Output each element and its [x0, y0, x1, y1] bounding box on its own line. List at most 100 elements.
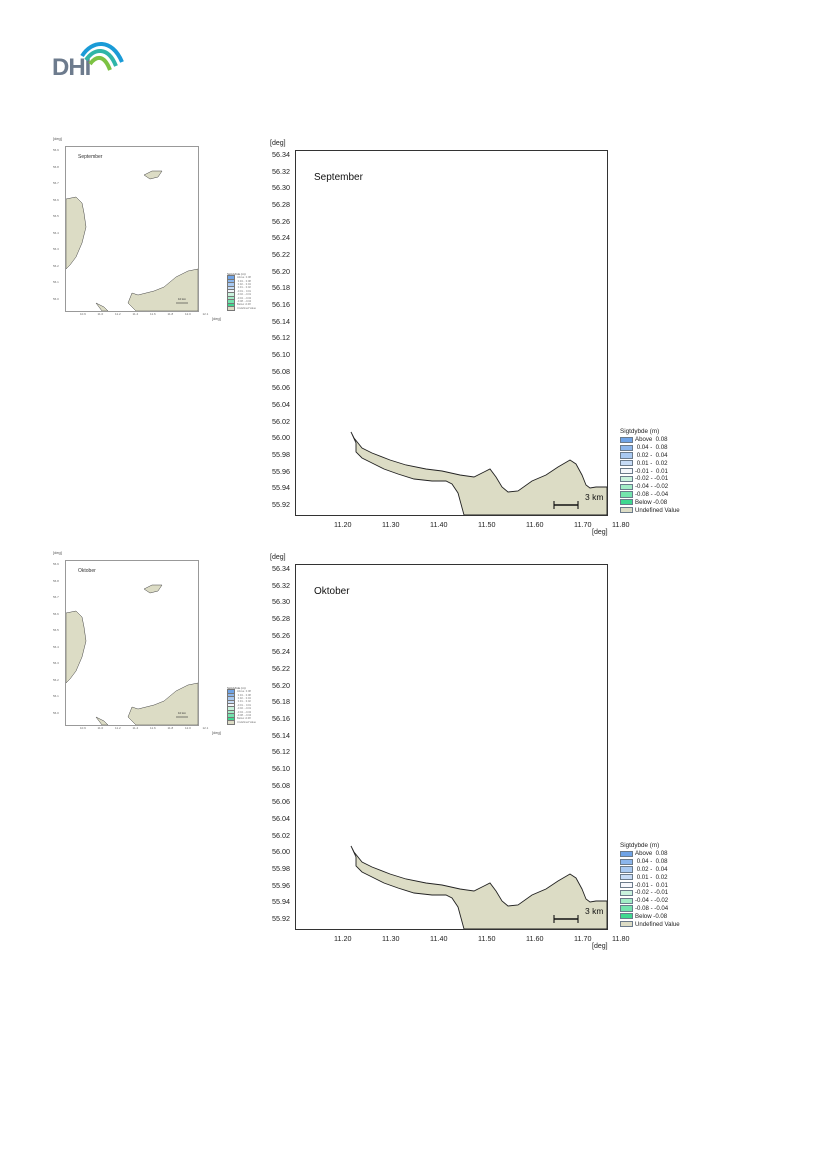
legend-label: -0.08 - -0.04: [635, 490, 669, 498]
y-tick-label: 56.28: [272, 200, 290, 209]
y-tick-label: 56.00: [272, 433, 290, 443]
scale-bar-label: 3 km: [585, 492, 604, 502]
thumb-y-tick: 56.0: [53, 710, 59, 715]
legend-swatch: [620, 850, 633, 857]
legend-swatch: [620, 913, 633, 920]
y-tick-label: 56.18: [272, 697, 290, 707]
thumb-y-unit: [deg]: [53, 550, 62, 555]
thumb-legend-label: -0.04 - -0.02: [237, 710, 252, 714]
x-tick-label: 11.70: [574, 934, 592, 943]
legend-item: 0.02 - 0.04: [620, 452, 710, 460]
y-tick-label: 55.92: [272, 500, 290, 509]
scale-bar-label: 3 km: [585, 906, 604, 916]
legend-swatch: [620, 499, 633, 506]
y-tick-label: 56.10: [272, 350, 290, 359]
y-tick-label: 56.20: [272, 680, 290, 690]
y-tick-label: 56.10: [272, 764, 290, 773]
thumb-coastline: [65, 584, 199, 726]
y-tick-label: 56.26: [272, 216, 290, 226]
thumb-y-tick: 56.6: [53, 197, 59, 202]
thumb-y-tick: 56.9: [53, 562, 59, 566]
legend-swatch: [620, 866, 633, 873]
map-panel-september: [deg] September 3 km 56.34 56.32 56.30 56.2…: [270, 140, 730, 540]
y-tick-label: 56.34: [272, 150, 290, 159]
thumb-x-tick: 11.6: [150, 726, 156, 730]
y-tick-label: 56.06: [272, 797, 290, 807]
legend-item: -0.04 - -0.02: [620, 897, 710, 905]
legend-swatch: [620, 905, 633, 912]
thumb-y-tick: 56.1: [53, 280, 59, 284]
thumb-legend: Sigtdybde (m) Above 0.08 0.04 - 0.08 0.02…: [227, 686, 267, 725]
legend-swatch: [620, 452, 633, 459]
y-tick-label: 56.04: [272, 400, 290, 409]
legend-swatch: [620, 920, 633, 928]
thumb-y-tick: 56.9: [53, 148, 59, 152]
legend-item: -0.02 - -0.01: [620, 475, 710, 483]
y-tick-label: 56.08: [272, 366, 290, 376]
thumb-x-tick: 12.0: [185, 312, 191, 316]
y-tick-label: 56.08: [272, 780, 290, 790]
thumbnail-map-oktober: [deg] Oktober 10 km 56.9 56.8 56.7 56.6 56.5…: [52, 550, 256, 755]
y-tick-label: 56.34: [272, 564, 290, 573]
thumb-legend-label: 0.01 - 0.02: [237, 700, 251, 704]
legend-label: Below -0.08: [635, 498, 668, 506]
legend-label: -0.02 - -0.01: [635, 889, 669, 897]
legend-item: Undefined Value: [620, 506, 710, 514]
legend-label: 0.02 - 0.04: [635, 865, 668, 873]
thumb-y-tick: 56.2: [53, 263, 59, 268]
legend-swatch: [620, 858, 633, 865]
thumb-y-tick: 56.5: [53, 628, 59, 632]
x-tick-label: 11.30: [382, 934, 400, 943]
thumb-coastline: [65, 170, 199, 312]
legend-label: 0.04 - 0.08: [635, 858, 668, 866]
thumb-legend-label: -0.01 - 0.01: [237, 289, 251, 293]
thumb-x-tick: 10.9: [80, 726, 86, 730]
y-tick-label: 56.14: [272, 316, 290, 326]
y-tick-label: 55.96: [272, 466, 290, 476]
y-tick-label: 55.96: [272, 880, 290, 890]
thumb-y-tick: 56.1: [53, 694, 59, 698]
thumb-y-tick: 56.2: [53, 677, 59, 682]
x-tick-label: 11.80: [612, 520, 630, 529]
legend-title: Sigtdybde (m): [620, 842, 660, 849]
thumb-x-tick: 12.0: [185, 726, 191, 730]
x-tick-label: 11.20: [334, 934, 352, 943]
y-axis-unit: [deg]: [270, 554, 286, 561]
y-tick-label: 56.14: [272, 730, 290, 740]
thumb-y-tick: 56.0: [53, 296, 59, 301]
thumb-legend-label: 0.01 - 0.02: [237, 286, 251, 290]
map-title: Oktober: [314, 586, 350, 597]
legend-label: 0.04 - 0.08: [635, 444, 668, 452]
thumb-y-unit: [deg]: [53, 136, 62, 141]
legend-item: 0.04 - 0.08: [620, 444, 710, 452]
x-tick-label: 11.40: [430, 934, 448, 943]
thumb-legend-label: -0.01 - 0.01: [237, 703, 251, 707]
thumb-legend: Sigtdybde (m) Above 0.08 0.04 - 0.08 0.02…: [227, 272, 267, 311]
x-tick-label: 11.50: [478, 934, 496, 943]
x-tick-label: 11.40: [430, 520, 448, 529]
y-tick-label: 56.22: [272, 664, 290, 673]
thumb-legend-label: 0.04 - 0.08: [237, 693, 251, 697]
legend-label: Above 0.08: [635, 850, 668, 858]
thumb-x-unit: [deg]: [212, 316, 221, 321]
x-tick-label: 11.50: [478, 520, 496, 529]
thumb-x-tick: 11.6: [150, 312, 156, 316]
y-axis-unit: [deg]: [270, 140, 286, 147]
thumb-legend-title: Sigtdybde (m): [227, 686, 246, 690]
y-tick-label: 56.12: [272, 333, 290, 343]
thumb-title: Oktober: [78, 568, 96, 574]
y-tick-label: 56.18: [272, 283, 290, 293]
thumb-legend-label: -0.02 - -0.01: [237, 293, 252, 297]
thumb-x-unit: [deg]: [212, 730, 221, 735]
legend-label: 0.01 - 0.02: [635, 459, 668, 467]
legend-label: -0.04 - -0.02: [635, 897, 669, 905]
y-tick-label: 56.20: [272, 266, 290, 276]
y-tick-label: 55.92: [272, 914, 290, 923]
map-panel-oktober: [deg] Oktober 3 km 56.34 56.32 56.30 56.28 5…: [270, 554, 730, 954]
thumb-x-tick: 11.2: [115, 726, 121, 730]
x-axis-unit: [deg]: [592, 943, 608, 950]
thumb-y-tick: 56.6: [53, 611, 59, 616]
legend-swatch: [620, 483, 633, 490]
legend-item: 0.04 - 0.08: [620, 858, 710, 866]
x-tick-label: 11.70: [574, 520, 592, 529]
